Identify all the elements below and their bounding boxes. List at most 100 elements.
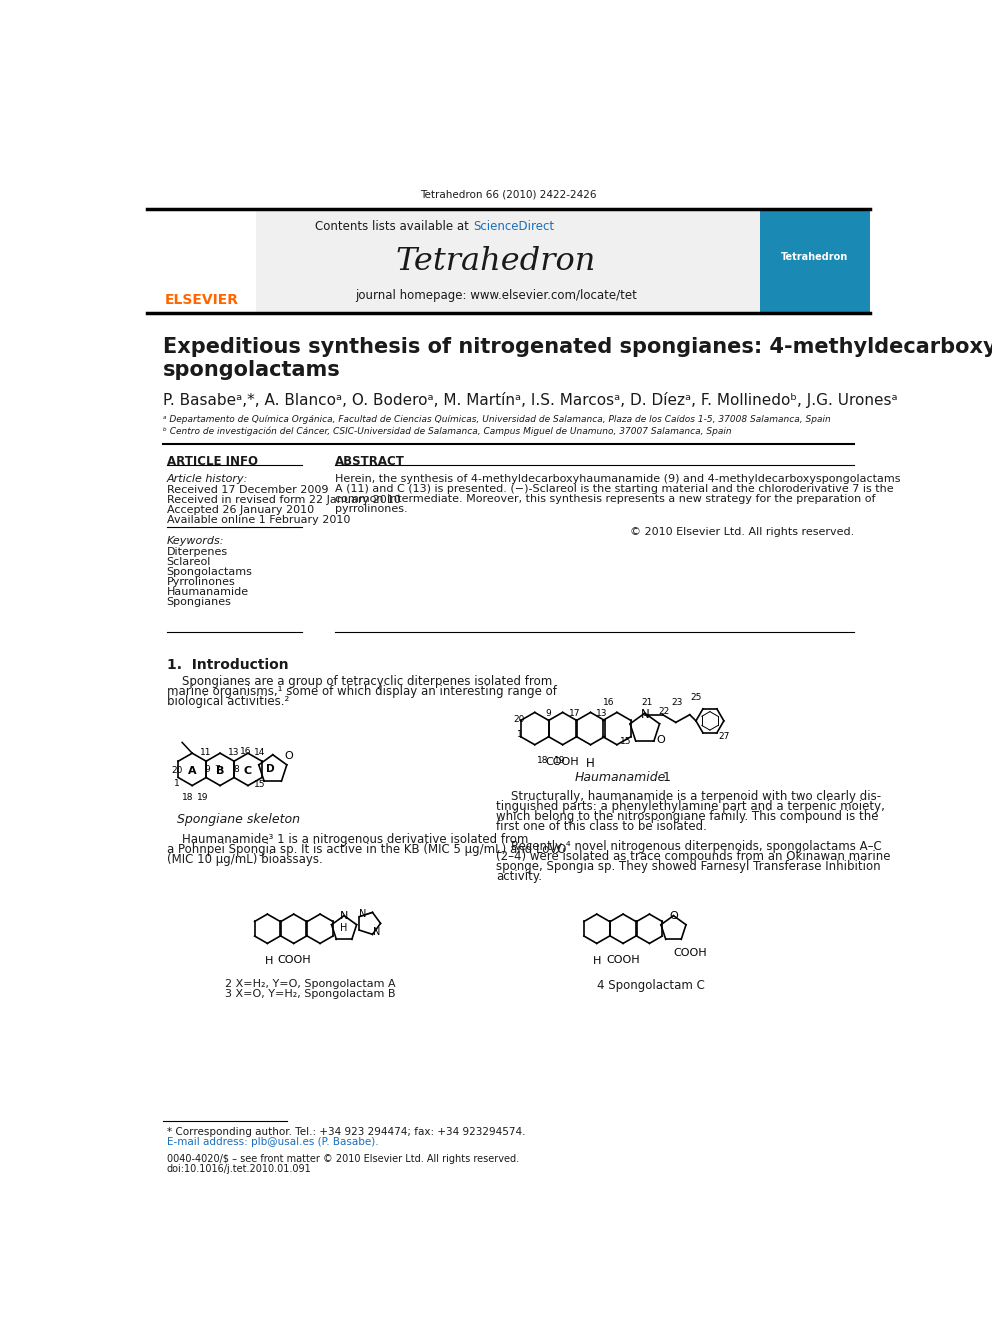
Text: Pyrrolinones: Pyrrolinones <box>167 577 235 587</box>
Text: H: H <box>340 923 348 933</box>
Text: 23: 23 <box>672 697 683 706</box>
Text: 20: 20 <box>171 766 183 775</box>
Text: a Pohnpei Spongia sp. It is active in the KB (MIC 5 μg/mL) and LoVO: a Pohnpei Spongia sp. It is active in th… <box>167 843 566 856</box>
Text: ᵃ Departamento de Química Orgánica, Facultad de Ciencias Químicas, Universidad d: ᵃ Departamento de Química Orgánica, Facu… <box>163 415 830 425</box>
Text: Spongianes are a group of tetracyclic diterpenes isolated from: Spongianes are a group of tetracyclic di… <box>167 675 552 688</box>
Text: N: N <box>340 910 348 921</box>
Text: Haumanamide: Haumanamide <box>574 771 666 785</box>
Text: spongolactams: spongolactams <box>163 360 340 381</box>
Bar <box>147 209 256 312</box>
Text: B: B <box>216 766 224 775</box>
Text: COOH: COOH <box>546 757 579 767</box>
Text: COOH: COOH <box>277 955 310 964</box>
Text: 18: 18 <box>537 757 549 766</box>
Text: H: H <box>265 957 273 967</box>
Text: first one of this class to be isolated.: first one of this class to be isolated. <box>496 820 707 833</box>
Text: 1.  Introduction: 1. Introduction <box>167 658 289 672</box>
Text: (MIC 10 μg/mL) bioassays.: (MIC 10 μg/mL) bioassays. <box>167 852 322 865</box>
Text: O: O <box>284 751 293 761</box>
Text: A: A <box>187 766 196 775</box>
Text: C: C <box>244 766 252 775</box>
Text: N: N <box>359 909 366 919</box>
Text: 11: 11 <box>199 747 211 757</box>
Text: 20: 20 <box>514 714 525 724</box>
Text: 2 X=H₂, Y=O, Spongolactam A: 2 X=H₂, Y=O, Spongolactam A <box>224 979 396 988</box>
Text: sponge, Spongia sp. They showed Farnesyl Transferase Inhibition: sponge, Spongia sp. They showed Farnesyl… <box>496 860 881 873</box>
Text: 15: 15 <box>254 781 266 790</box>
Text: Spongianes: Spongianes <box>167 597 231 607</box>
Text: (2–4) were isolated as trace compounds from an Okinawan marine: (2–4) were isolated as trace compounds f… <box>496 851 891 863</box>
Text: Received 17 December 2009: Received 17 December 2009 <box>167 486 328 495</box>
Text: Available online 1 February 2010: Available online 1 February 2010 <box>167 515 350 525</box>
Text: marine organisms,¹ some of which display an interesting range of: marine organisms,¹ some of which display… <box>167 685 557 697</box>
Text: Diterpenes: Diterpenes <box>167 546 228 557</box>
Text: Recently,⁴ novel nitrogenous diterpenoids, spongolactams A–C: Recently,⁴ novel nitrogenous diterpenoid… <box>496 840 882 853</box>
Text: activity.: activity. <box>496 871 542 884</box>
Text: Keywords:: Keywords: <box>167 536 224 546</box>
Text: 17: 17 <box>569 709 580 717</box>
Text: Tetrahedron: Tetrahedron <box>781 253 848 262</box>
Text: doi:10.1016/j.tet.2010.01.091: doi:10.1016/j.tet.2010.01.091 <box>167 1164 311 1174</box>
Text: D: D <box>266 765 275 774</box>
Text: 13: 13 <box>227 747 239 757</box>
Text: H: H <box>593 957 602 967</box>
Text: Accepted 26 January 2010: Accepted 26 January 2010 <box>167 505 313 515</box>
Text: 1: 1 <box>663 771 671 785</box>
Text: P. Basabeᵃ,*, A. Blancoᵃ, O. Boderoᵃ, M. Martínᵃ, I.S. Marcosᵃ, D. Díezᵃ, F. Mol: P. Basabeᵃ,*, A. Blancoᵃ, O. Boderoᵃ, M.… <box>163 392 898 407</box>
Text: 16: 16 <box>240 747 251 757</box>
Text: 14: 14 <box>254 747 265 757</box>
Bar <box>147 209 870 312</box>
Text: Structurally, haumanamide is a terpenoid with two clearly dis-: Structurally, haumanamide is a terpenoid… <box>496 790 881 803</box>
Text: common intermediate. Moreover, this synthesis represents a new strategy for the : common intermediate. Moreover, this synt… <box>335 495 875 504</box>
Text: 27: 27 <box>718 732 729 741</box>
Text: COOH: COOH <box>673 949 706 958</box>
Text: ARTICLE INFO: ARTICLE INFO <box>167 455 258 468</box>
Text: tinguished parts: a phenylethylamine part and a terpenic moiety,: tinguished parts: a phenylethylamine par… <box>496 800 885 814</box>
Text: ABSTRACT: ABSTRACT <box>335 455 405 468</box>
Text: N: N <box>641 708 649 721</box>
Text: 18: 18 <box>182 794 193 802</box>
Text: 19: 19 <box>197 794 208 802</box>
Text: * Corresponding author. Tel.: +34 923 294474; fax: +34 923294574.: * Corresponding author. Tel.: +34 923 29… <box>167 1127 525 1138</box>
Text: ELSEVIER: ELSEVIER <box>165 292 238 307</box>
Text: Herein, the synthesis of 4-methyldecarboxyhaumanamide (9) and 4-methyldecarboxys: Herein, the synthesis of 4-methyldecarbo… <box>335 475 901 484</box>
Text: Haumanamide: Haumanamide <box>167 587 249 597</box>
Text: 7: 7 <box>214 765 220 774</box>
Text: Expeditious synthesis of nitrogenated spongianes: 4-methyldecarboxy-: Expeditious synthesis of nitrogenated sp… <box>163 337 992 357</box>
Text: N: N <box>373 927 380 937</box>
Text: 9: 9 <box>546 709 552 717</box>
Text: 15: 15 <box>620 737 632 746</box>
Text: 9: 9 <box>204 765 209 774</box>
Text: COOH: COOH <box>606 955 640 964</box>
Text: 1: 1 <box>174 779 180 789</box>
Text: ᵇ Centro de investigación del Cáncer, CSIC-Universidad de Salamanca, Campus Migu: ᵇ Centro de investigación del Cáncer, CS… <box>163 427 731 437</box>
Text: © 2010 Elsevier Ltd. All rights reserved.: © 2010 Elsevier Ltd. All rights reserved… <box>630 527 854 537</box>
Text: 0040-4020/$ – see front matter © 2010 Elsevier Ltd. All rights reserved.: 0040-4020/$ – see front matter © 2010 El… <box>167 1155 519 1164</box>
Text: biological activities.²: biological activities.² <box>167 695 289 708</box>
Text: Spongolactams: Spongolactams <box>167 566 253 577</box>
Text: H: H <box>586 757 595 770</box>
Text: O: O <box>669 910 678 921</box>
Text: Haumanamide³ 1 is a nitrogenous derivative isolated from: Haumanamide³ 1 is a nitrogenous derivati… <box>167 832 528 845</box>
Text: 21: 21 <box>642 697 653 706</box>
Text: Tetrahedron 66 (2010) 2422-2426: Tetrahedron 66 (2010) 2422-2426 <box>421 191 596 200</box>
Text: ScienceDirect: ScienceDirect <box>473 220 554 233</box>
Text: O: O <box>656 736 665 745</box>
Text: Article history:: Article history: <box>167 475 248 484</box>
Text: Contents lists available at: Contents lists available at <box>315 220 473 233</box>
Text: 4 Spongolactam C: 4 Spongolactam C <box>597 979 705 992</box>
Text: 22: 22 <box>659 706 670 716</box>
Text: 16: 16 <box>602 697 614 706</box>
Text: pyrrolinones.: pyrrolinones. <box>335 504 408 515</box>
Text: 13: 13 <box>596 709 608 717</box>
Text: E-mail address: plb@usal.es (P. Basabe).: E-mail address: plb@usal.es (P. Basabe). <box>167 1138 378 1147</box>
Text: 8: 8 <box>233 765 239 774</box>
Text: Sclareol: Sclareol <box>167 557 211 566</box>
Text: 1: 1 <box>517 730 523 740</box>
Text: 19: 19 <box>554 757 565 766</box>
Text: Received in revised form 22 January 2010: Received in revised form 22 January 2010 <box>167 495 401 505</box>
Text: Tetrahedron: Tetrahedron <box>396 246 596 277</box>
Bar <box>760 209 870 312</box>
Text: 25: 25 <box>690 693 701 703</box>
Text: journal homepage: www.elsevier.com/locate/tet: journal homepage: www.elsevier.com/locat… <box>355 288 637 302</box>
